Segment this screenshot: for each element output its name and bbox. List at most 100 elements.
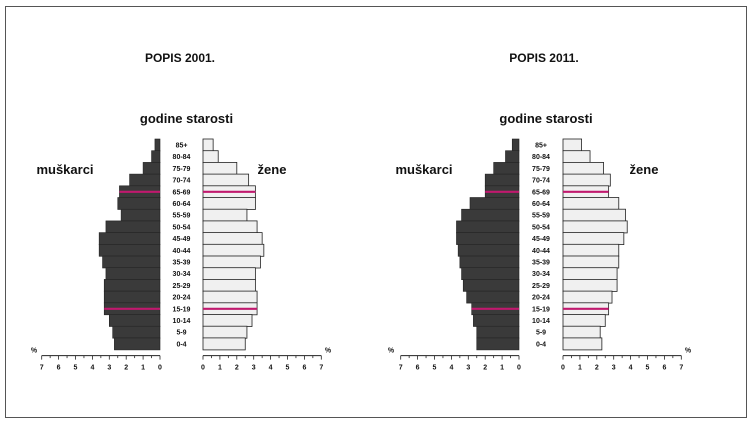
p2-male-unit-label: % <box>388 348 395 355</box>
p2-age-label: 65-69 <box>532 189 550 196</box>
p2-female-tick-label: 5 <box>646 365 650 372</box>
p1-age-label: 50-54 <box>173 224 191 231</box>
p1-male-bar <box>151 150 161 163</box>
p1-female-tick-label: 2 <box>235 365 239 372</box>
p1-female-bar <box>202 232 263 246</box>
p1-female-bar <box>202 255 261 269</box>
p1-age-label: 55-59 <box>173 213 191 220</box>
p2-female-bar <box>562 220 628 234</box>
p2-age-label: 15-19 <box>532 306 550 313</box>
p1-female-tick-label: 5 <box>286 365 290 372</box>
p1-male-bar <box>103 279 161 292</box>
p1-male-bar <box>105 220 161 234</box>
p1-female-bar <box>202 197 256 210</box>
p1-male-label: muškarci <box>36 162 93 177</box>
p2-age-label: 45-49 <box>532 236 550 243</box>
p1-male-bar <box>98 232 161 245</box>
p1-age-label: 65-69 <box>173 189 191 196</box>
p2-age-label: 5-9 <box>536 330 546 337</box>
p1-age-label: 75-79 <box>173 166 191 173</box>
p2-male-bar <box>459 255 520 269</box>
p2-age-label: 25-29 <box>532 283 550 290</box>
p1-female-bar <box>202 161 238 175</box>
p1-male-bar <box>103 290 161 304</box>
p2-male-tick-label: 3 <box>466 365 470 372</box>
p1-male-bar <box>117 197 161 210</box>
p1-male-bar <box>98 244 161 257</box>
p1-male-tick-label: 5 <box>74 365 78 372</box>
p1-female-bar <box>202 325 248 339</box>
p2-female-bar <box>562 290 613 304</box>
p2-male-bar <box>493 162 520 175</box>
p1-male-bar <box>109 314 161 327</box>
p1-female-tick-label: 7 <box>319 365 323 372</box>
p1-female-bar <box>202 173 250 187</box>
p1-age-label: 35-39 <box>173 260 191 267</box>
p2-female-bar <box>562 161 604 175</box>
p2-age-label: 20-24 <box>532 295 550 302</box>
p1-female-bar <box>202 278 256 292</box>
p2-male-bar <box>484 173 520 187</box>
p2-male-tick-label: 2 <box>483 365 487 372</box>
p1-age-label: 40-44 <box>173 248 191 255</box>
p2-female-bar <box>562 325 601 339</box>
p1-male-bar <box>129 173 161 187</box>
p2-male-bar <box>505 150 520 163</box>
p1-age-label: 25-29 <box>173 283 191 290</box>
p2-axis-title: godine starosti <box>499 111 592 126</box>
p2-female-bar <box>562 278 618 292</box>
p1-age-label: 15-19 <box>173 306 191 313</box>
p2-female-bar <box>562 267 618 281</box>
p2-female-tick-label: 3 <box>612 365 616 372</box>
p2-age-label: 30-34 <box>532 271 550 278</box>
p1-female-unit-label: % <box>325 348 332 355</box>
p2-male-bar <box>456 232 520 245</box>
p2-male-label: muškarci <box>395 162 452 177</box>
p1-female-bar <box>202 243 265 257</box>
p1-female-tick-label: 1 <box>218 365 222 372</box>
p2-male-bar <box>461 267 520 281</box>
p2-female-bar <box>562 173 611 187</box>
p1-female-bar <box>202 208 248 222</box>
p1-female-bar <box>202 337 246 351</box>
p2-male-bar <box>461 208 520 222</box>
p2-age-label: 35-39 <box>532 260 550 267</box>
p2-female-bar <box>562 138 582 152</box>
p2-female-bar <box>562 314 606 327</box>
p1-female-bar <box>202 314 253 327</box>
p2-female-tick-label: 2 <box>595 365 599 372</box>
p2-female-bar <box>562 255 620 269</box>
p2-age-label: 85+ <box>535 143 547 150</box>
p2-male-bar <box>462 279 520 292</box>
p2-male-bar <box>466 290 520 304</box>
p2-female-unit-label: % <box>685 348 692 355</box>
p1-female-bar <box>202 150 219 164</box>
p2-age-label: 40-44 <box>532 248 550 255</box>
p1-age-label: 80-84 <box>173 154 191 161</box>
p2-age-label: 70-74 <box>532 178 550 185</box>
p1-age-label: 70-74 <box>173 178 191 185</box>
p2-chart-title: POPIS 2011. <box>509 51 578 65</box>
p2-age-label: 10-14 <box>532 318 550 325</box>
p1-age-label: 45-49 <box>173 236 191 243</box>
p2-female-tick-label: 7 <box>679 365 683 372</box>
p1-female-bar <box>202 267 256 281</box>
p1-male-bar <box>105 267 161 281</box>
p2-female-bar <box>562 208 626 222</box>
p2-male-bar <box>511 138 520 152</box>
p1-male-tick-label: 3 <box>107 365 111 372</box>
p1-age-label: 60-64 <box>173 201 191 208</box>
p2-female-bar <box>562 243 620 257</box>
p2-age-label: 80-84 <box>532 154 550 161</box>
p1-male-bar <box>154 138 161 152</box>
p2-female-bar <box>562 337 603 351</box>
p1-male-bar <box>114 337 161 351</box>
p2-male-tick-label: 5 <box>433 365 437 372</box>
chart-frame <box>5 6 747 418</box>
p2-female-label: žene <box>630 162 659 177</box>
p2-age-label: 50-54 <box>532 224 550 231</box>
p1-male-tick-label: 7 <box>40 365 44 372</box>
p2-male-tick-label: 7 <box>399 365 403 372</box>
p2-male-bar <box>476 337 520 351</box>
p1-male-tick-label: 4 <box>90 365 94 372</box>
